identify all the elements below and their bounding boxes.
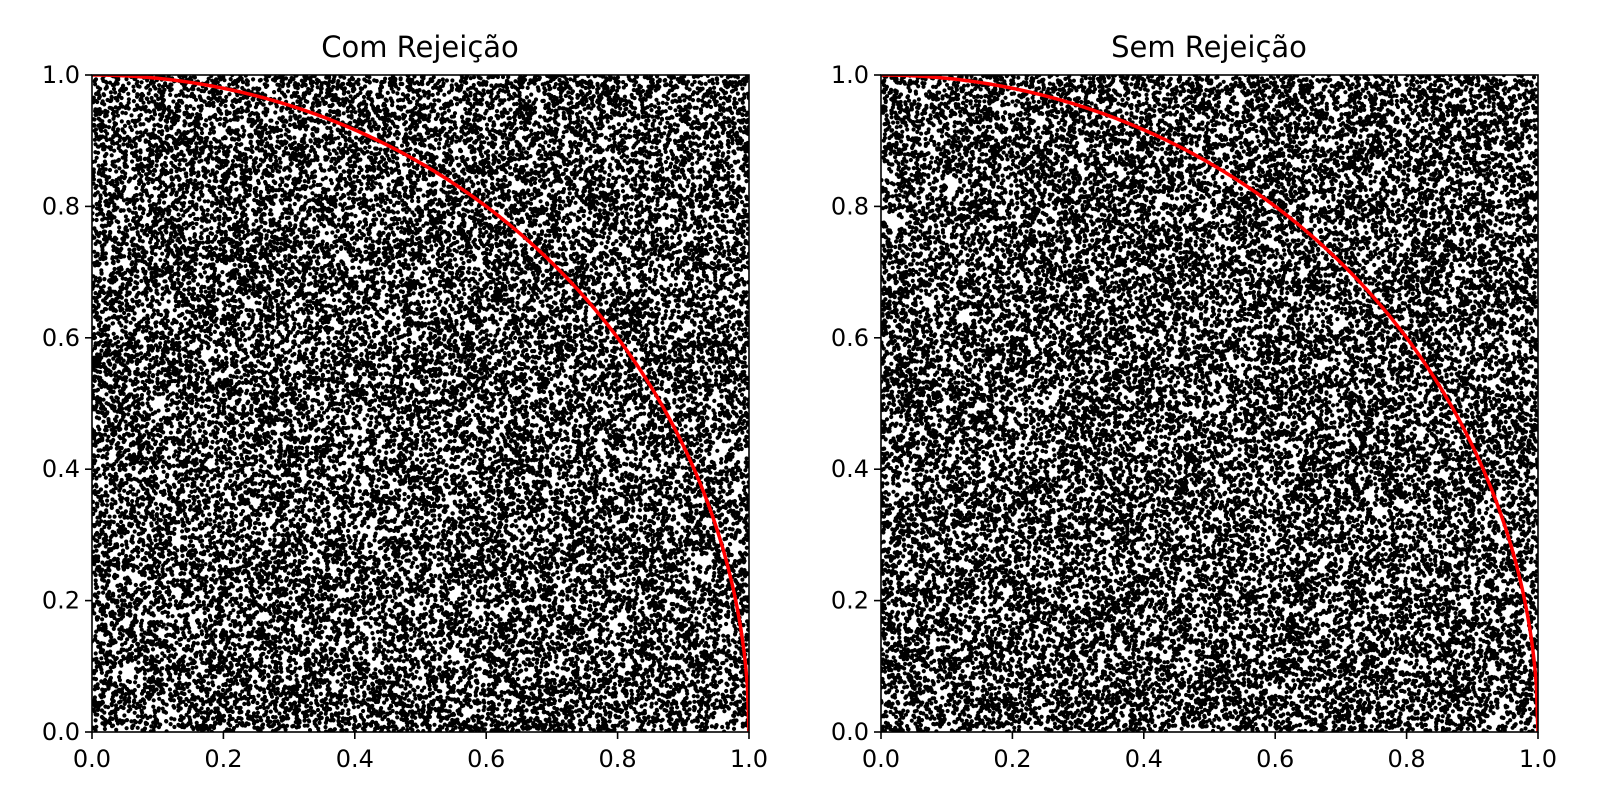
scatter-points (92, 75, 749, 732)
y-tick-label: 0.6 (42, 324, 80, 352)
x-tick-label: 0.8 (599, 745, 637, 773)
scatter-points (881, 75, 1538, 732)
x-tick-label: 0.0 (862, 745, 900, 773)
x-tick-label: 0.0 (73, 745, 111, 773)
x-tick-label: 0.2 (204, 745, 242, 773)
y-tick-label: 0.6 (831, 324, 869, 352)
subplot-sem-rejeicao: Sem Rejeição 0.0 0.2 0.4 0.6 0.8 1.0 0.0 0.2 0.4… (831, 30, 1557, 773)
y-tick-label: 0.2 (42, 587, 80, 615)
quarter-circle-curve (92, 75, 749, 732)
y-tick-label: 0.0 (42, 718, 80, 746)
subplot-title: Sem Rejeição (1111, 30, 1307, 64)
x-tick-label: 0.8 (1388, 745, 1426, 773)
x-tick-label: 0.4 (336, 745, 374, 773)
x-tick-label: 1.0 (1519, 745, 1557, 773)
y-tick-label: 0.4 (42, 455, 80, 483)
x-tick-label: 0.4 (1125, 745, 1163, 773)
subplot-title: Com Rejeição (321, 30, 519, 64)
y-tick-label: 0.8 (831, 192, 869, 220)
y-tick-label: 1.0 (42, 61, 80, 89)
y-tick-label: 0.4 (831, 455, 869, 483)
y-tick-label: 1.0 (831, 61, 869, 89)
x-tick-label: 0.2 (993, 745, 1031, 773)
x-tick-label: 0.6 (1256, 745, 1294, 773)
quarter-circle-curve (881, 75, 1538, 732)
y-tick-label: 0.0 (831, 718, 869, 746)
y-tick-label: 0.8 (42, 192, 80, 220)
axes-frame (91, 74, 750, 733)
subplot-com-rejeicao: Com Rejeição 0.0 0.2 0.4 0.6 0.8 1.0 0.0 0.2 0.4… (42, 30, 768, 773)
x-tick-label: 0.6 (467, 745, 505, 773)
axes-frame (880, 74, 1539, 733)
y-tick-label: 0.2 (831, 587, 869, 615)
x-tick-label: 1.0 (730, 745, 768, 773)
